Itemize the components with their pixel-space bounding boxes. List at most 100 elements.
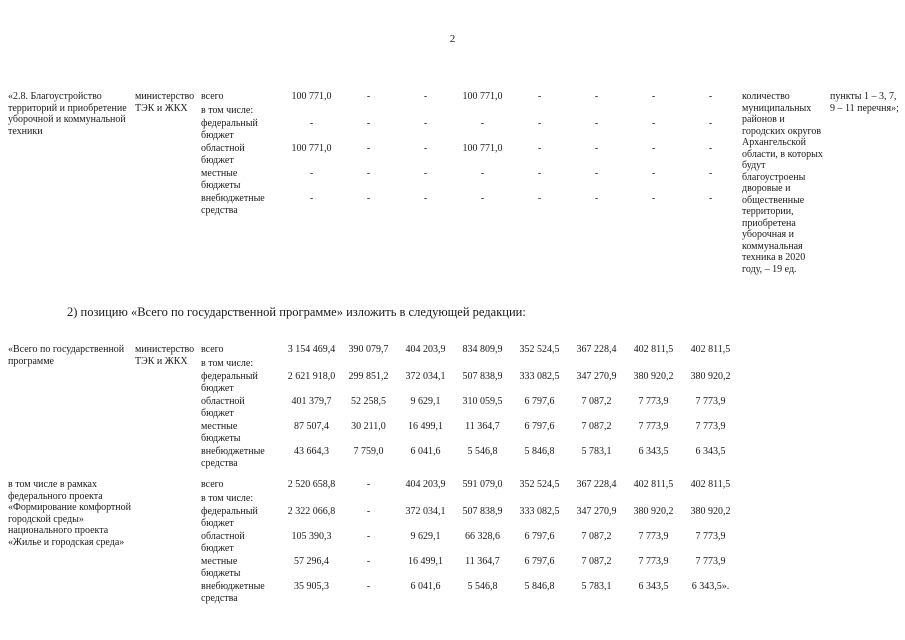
- amount-cell: 402 811,5: [690, 479, 731, 490]
- budget-rows: всего 3 154 469,4 390 079,7 404 203,9 834 80…: [201, 344, 739, 471]
- budget-type-label: федеральный бюджет: [201, 118, 258, 141]
- table-row: внебюджетные средства 43 664,3 7 759,0 6 04…: [201, 446, 739, 469]
- amount-cell: 100 771,0: [462, 91, 503, 102]
- amount-cell: 6 797,6: [524, 421, 555, 432]
- amount-cell: 7 087,2: [581, 396, 612, 407]
- table-block-amendment-2-8: «2.8. Благоустройство территорий и приоб…: [8, 91, 905, 275]
- page-number: 2: [449, 33, 456, 45]
- amount-cell: -: [480, 118, 485, 129]
- budget-type-label: внебюджетные средства: [201, 581, 265, 604]
- amount-cell: 310 059,5: [462, 396, 503, 407]
- budget-type-label: областной бюджет: [201, 143, 245, 166]
- amount-cell: -: [708, 168, 713, 179]
- amount-cell: 380 920,2: [633, 371, 674, 382]
- amount-cell: 390 079,7: [348, 344, 389, 355]
- amount-cell: 5 783,1: [581, 446, 612, 457]
- amount-cell: 7 773,9: [638, 556, 669, 567]
- amount-cell: 7 087,2: [581, 531, 612, 542]
- amount-cell: -: [708, 118, 713, 129]
- program-name: в том числе в рамках федерального проект…: [8, 479, 132, 548]
- amount-cell: 52 258,5: [351, 396, 386, 407]
- table-row: федеральный бюджет 2 621 918,0 299 851,2 37…: [201, 371, 739, 394]
- amount-cell: -: [708, 143, 713, 154]
- amount-cell: 5 846,8: [524, 446, 555, 457]
- amount-cell: 3 154 469,4: [287, 344, 336, 355]
- budget-type-label: местные бюджеты: [201, 556, 241, 579]
- amount-cell: -: [366, 479, 371, 490]
- amount-cell: 2 322 066,8: [287, 506, 336, 517]
- amount-cell: 401 379,7: [291, 396, 332, 407]
- program-name: «2.8. Благоустройство территорий и приоб…: [8, 91, 127, 137]
- budget-type-label: всего: [201, 479, 224, 490]
- amount-cell: 6 343,5: [695, 446, 726, 457]
- ministry-name: министерство ТЭК и ЖКХ: [135, 344, 195, 367]
- amount-cell: 404 203,9: [405, 479, 446, 490]
- amount-cell: 5 546,8: [467, 581, 498, 592]
- budget-type-label: внебюджетные средства: [201, 193, 265, 216]
- amount-cell: 402 811,5: [690, 344, 731, 355]
- amount-cell: 7 087,2: [581, 421, 612, 432]
- amount-cell: 347 270,9: [576, 371, 617, 382]
- amount-cell: 66 328,6: [465, 531, 500, 542]
- table-row: внебюджетные средства 35 905,3 - 6 041,6 5 5…: [201, 581, 739, 604]
- amount-cell: 30 211,0: [351, 421, 386, 432]
- table-row: местные бюджеты 57 296,4 - 16 499,1 11 364,7…: [201, 556, 739, 579]
- budget-type-label: внебюджетные средства: [201, 446, 265, 469]
- amount-cell: 100 771,0: [291, 91, 332, 102]
- amount-cell: 6 343,5: [638, 581, 669, 592]
- amount-cell: 11 364,7: [465, 556, 500, 567]
- amount-cell: 87 507,4: [294, 421, 329, 432]
- amount-cell: 16 499,1: [408, 556, 443, 567]
- budget-type-label: всего: [201, 91, 224, 102]
- amount-cell: 7 773,9: [638, 421, 669, 432]
- budget-rows: всего 2 520 658,8 - 404 203,9 591 079,0 352 5…: [201, 479, 739, 606]
- table-row: областной бюджет 105 390,3 - 9 629,1 66 328,…: [201, 531, 739, 554]
- amount-cell: 43 664,3: [294, 446, 329, 457]
- amount-cell: 6 343,5: [638, 446, 669, 457]
- table-block-program-total: «Всего по государственной программе мини…: [8, 344, 905, 471]
- amount-cell: 402 811,5: [633, 479, 674, 490]
- amount-cell: 35 905,3: [294, 581, 329, 592]
- amount-cell: -: [537, 168, 542, 179]
- amount-cell: -: [366, 168, 371, 179]
- budget-type-label: в том числе:: [201, 492, 254, 504]
- amount-cell: -: [708, 193, 713, 204]
- amount-cell: 347 270,9: [576, 506, 617, 517]
- table-row: внебюджетные средства - - - - - - - -: [201, 193, 739, 216]
- amount-cell: 7 773,9: [638, 531, 669, 542]
- amount-cell: -: [651, 91, 656, 102]
- amount-cell: 367 228,4: [576, 479, 617, 490]
- amount-cell: -: [537, 118, 542, 129]
- budget-type-label: областной бюджет: [201, 531, 245, 554]
- amount-cell: -: [366, 91, 371, 102]
- amount-cell: -: [423, 118, 428, 129]
- amount-cell: 402 811,5: [633, 344, 674, 355]
- list-items-reference: пункты 1 – 3, 7, 9 – 11 перечня»;: [830, 91, 899, 114]
- amount-cell: -: [594, 91, 599, 102]
- amount-cell: -: [594, 118, 599, 129]
- amount-cell: 333 082,5: [519, 506, 560, 517]
- amount-cell: 372 034,1: [405, 506, 446, 517]
- amount-cell: -: [309, 193, 314, 204]
- indicator-text: количество муниципальных районов и город…: [742, 91, 823, 275]
- amount-cell: 100 771,0: [291, 143, 332, 154]
- amount-cell: 6 343,5».: [691, 581, 730, 592]
- amount-cell: 5 846,8: [524, 581, 555, 592]
- table-row: областной бюджет 100 771,0 - - 100 771,0 - - - -: [201, 143, 739, 166]
- amount-cell: -: [708, 91, 713, 102]
- amount-cell: -: [423, 143, 428, 154]
- amount-cell: 105 390,3: [291, 531, 332, 542]
- amount-cell: 507 838,9: [462, 371, 503, 382]
- amount-cell: -: [594, 193, 599, 204]
- amount-cell: 7 087,2: [581, 556, 612, 567]
- table-row: местные бюджеты 87 507,4 30 211,0 16 499,1 1…: [201, 421, 739, 444]
- table-row: в том числе:: [201, 358, 739, 370]
- budget-type-label: местные бюджеты: [201, 168, 241, 191]
- amount-cell: -: [651, 143, 656, 154]
- amount-cell: 352 524,5: [519, 479, 560, 490]
- amount-cell: 591 079,0: [462, 479, 503, 490]
- amount-cell: 57 296,4: [294, 556, 329, 567]
- amount-cell: -: [651, 193, 656, 204]
- budget-type-label: в том числе:: [201, 357, 254, 369]
